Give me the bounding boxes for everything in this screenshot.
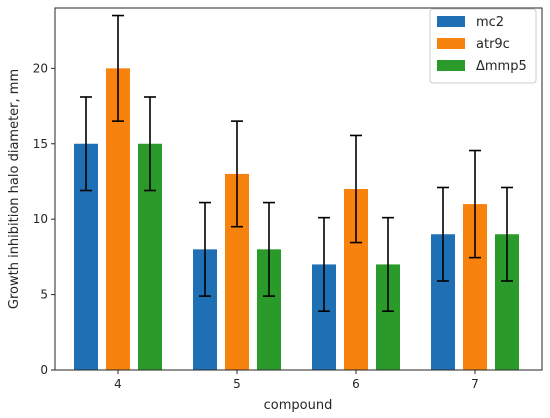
y-tick-label: 20	[33, 61, 48, 75]
x-tick-label-6: 6	[352, 377, 360, 391]
error-bars-layer	[80, 14, 513, 312]
x-ticks: 4 5 6 7	[114, 370, 479, 391]
x-tick-label-4: 4	[114, 377, 122, 391]
legend: mc2 atr9c Δmmp5	[429, 8, 537, 84]
y-ticks: 0 5 10 15 20	[33, 61, 55, 377]
axes-layer	[54, 7, 543, 371]
x-tick-label-7: 7	[471, 377, 479, 391]
y-axis-label: Growth inhibition halo diameter, mm	[7, 69, 22, 309]
legend-swatch-Δmmp5	[437, 60, 465, 71]
y-tick-label: 15	[33, 137, 48, 151]
x-tick-label-5: 5	[233, 377, 241, 391]
bars-layer	[74, 68, 519, 370]
y-tick-label: 5	[40, 288, 48, 302]
y-tick-label: 10	[33, 212, 48, 226]
plot-frame	[54, 7, 543, 371]
legend-swatch-mc2	[437, 16, 465, 27]
legend-label-Δmmp5: Δmmp5	[476, 59, 527, 74]
legend-label-mc2: mc2	[476, 15, 504, 30]
x-axis-label: compound	[264, 398, 333, 413]
y-tick-label: 0	[40, 363, 48, 377]
legend-swatch-atr9c	[437, 38, 465, 49]
legend-label-atr9c: atr9c	[476, 37, 510, 52]
